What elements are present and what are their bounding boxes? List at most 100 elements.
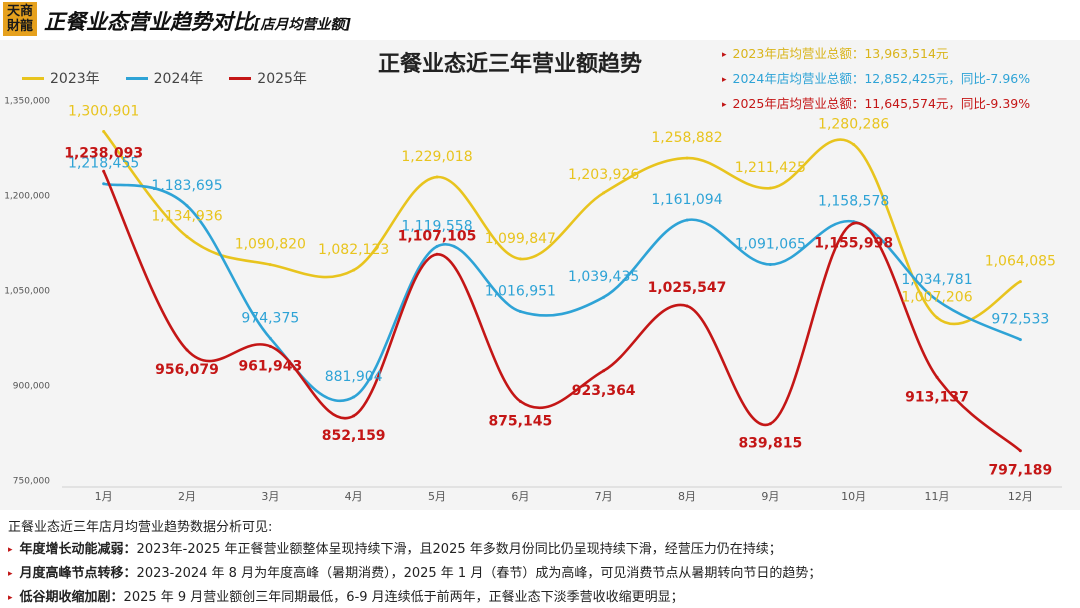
data-label-y2024: 972,533 <box>991 312 1049 328</box>
data-label-y2023: 1,064,085 <box>985 254 1056 270</box>
analysis-point-2: ▸ 月度高峰节点转移：2023-2024 年 8 月为年度高峰（暑期消费），202… <box>8 562 821 581</box>
x-tick-label: 1月 <box>95 490 113 503</box>
data-label-y2023: 1,082,123 <box>318 242 389 258</box>
data-label-y2023: 1,300,901 <box>68 103 139 119</box>
x-tick-label: 4月 <box>345 490 363 503</box>
legend-label-2024: 2024年 <box>153 71 204 87</box>
data-point-y2025 <box>352 414 356 418</box>
y-tick-label: 1,350,000 <box>4 96 50 106</box>
analysis-point-1-head: 年度增长动能减弱： <box>19 542 137 557</box>
analysis-point-3: ▸ 低谷期收缩加剧：2025 年 9 月营业额创三年同期最低，6-9 月连续低于前… <box>8 586 684 605</box>
data-point-y2023 <box>518 257 522 261</box>
data-label-y2025: 839,815 <box>738 436 802 452</box>
data-point-y2024 <box>435 244 439 248</box>
data-label-y2025: 1,107,105 <box>398 228 477 244</box>
data-point-y2024 <box>518 309 522 313</box>
summary-text-2024: 2024年店均营业总额：12,852,425元，同比-7.96% <box>732 71 1031 86</box>
data-point-y2025 <box>852 221 856 225</box>
data-point-y2025 <box>935 375 939 379</box>
data-label-y2024: 1,034,781 <box>901 272 972 288</box>
x-tick-label: 3月 <box>261 490 279 503</box>
legend-item-2023: 2023年 <box>22 68 100 88</box>
data-label-y2025: 913,137 <box>905 389 969 405</box>
legend-label-2025: 2025年 <box>257 71 307 87</box>
summary-2024: ▸ 2024年店均营业总额：12,852,425元，同比-7.96% <box>722 67 1077 92</box>
bullet-arrow-icon: ▸ <box>8 545 13 555</box>
x-tick-label: 9月 <box>761 490 779 503</box>
line-chart: 750,000 900,000 1,050,000 1,200,000 1,350,00… <box>4 96 1062 503</box>
data-label-y2025: 1,025,547 <box>648 280 727 296</box>
data-label-y2025: 797,189 <box>988 463 1052 479</box>
data-label-y2024: 1,016,951 <box>485 283 556 299</box>
data-point-y2023 <box>185 235 189 239</box>
data-label-y2023: 1,211,425 <box>735 160 806 176</box>
data-label-y2023: 1,258,882 <box>651 130 722 146</box>
page-title: 正餐业态营业趋势对比[店月均营业额] <box>44 6 351 36</box>
data-label-y2023: 1,134,936 <box>151 209 222 225</box>
x-tick-label: 7月 <box>595 490 613 503</box>
analysis-point-2-body: 2023-2024 年 8 月为年度高峰（暑期消费），2025 年 1 月（春节… <box>136 566 822 581</box>
logo-line-2: 財龍 <box>6 19 33 34</box>
data-point-y2023 <box>685 156 689 160</box>
data-label-y2023: 1,099,847 <box>485 231 556 247</box>
chart-title: 正餐业态近三年营业额趋势 <box>377 52 642 77</box>
page-title-subtitle: [店月均营业额] <box>254 17 351 33</box>
summary-arrow-icon: ▸ <box>722 100 727 110</box>
x-tick-label: 10月 <box>841 490 866 503</box>
data-label-y2024: 1,218,455 <box>68 156 139 172</box>
data-point-y2024 <box>268 336 272 340</box>
legend-swatch-2023 <box>22 76 44 80</box>
y-tick-label: 1,050,000 <box>4 287 50 297</box>
data-point-y2023 <box>435 175 439 179</box>
chart-legend: 2023年 2024年 2025年 <box>22 68 307 88</box>
data-point-y2023 <box>768 186 772 190</box>
x-tick-label: 5月 <box>428 490 446 503</box>
data-label-y2024: 881,904 <box>325 369 383 385</box>
summary-text-2023: 2023年店均营业总额：13,963,514元 <box>732 46 949 61</box>
data-label-y2025: 956,079 <box>155 362 219 378</box>
data-point-y2025 <box>185 348 189 352</box>
summary-text-2025: 2025年店均营业总额：11,645,574元，同比-9.39% <box>732 96 1031 111</box>
data-label-y2023: 1,090,820 <box>235 237 306 253</box>
data-point-y2024 <box>1018 338 1022 342</box>
data-label-y2023: 1,229,018 <box>401 149 472 165</box>
x-tick-label: 12月 <box>1008 490 1033 503</box>
summary-arrow-icon: ▸ <box>722 75 727 85</box>
legend-swatch-2024 <box>125 76 148 80</box>
bullet-arrow-icon: ▸ <box>8 593 13 603</box>
bullet-arrow-icon: ▸ <box>8 569 13 579</box>
data-point-y2024 <box>935 298 939 302</box>
data-label-y2025: 1,238,093 <box>64 145 143 161</box>
data-point-y2024 <box>685 218 689 222</box>
data-label-y2023: 1,203,926 <box>568 167 639 183</box>
data-label-y2024: 1,161,094 <box>651 192 722 208</box>
data-label-y2023: 1,280,286 <box>818 117 889 133</box>
data-point-y2023 <box>852 143 856 147</box>
data-label-y2024: 1,158,578 <box>818 194 889 210</box>
x-tick-label: 11月 <box>925 490 950 503</box>
analysis-point-1: ▸ 年度增长动能减弱：2023年-2025 年正餐营业额整体呈现持续下滑，且202… <box>8 538 782 557</box>
data-label-y2025: 1,155,998 <box>814 235 893 251</box>
data-point-y2023 <box>268 263 272 267</box>
data-label-y2025: 852,159 <box>322 428 386 444</box>
data-point-y2025 <box>1018 449 1022 453</box>
analysis-point-3-body: 2025 年 9 月营业额创三年同期最低，6-9 月连续低于前两年，正餐业态下淡… <box>123 590 684 605</box>
y-tick-label: 750,000 <box>13 477 50 487</box>
summary-arrow-icon: ▸ <box>722 50 727 60</box>
y-tick-label: 1,200,000 <box>4 191 50 201</box>
data-point-y2025 <box>435 252 439 256</box>
data-point-y2024 <box>602 295 606 299</box>
analysis-panel: 正餐业态近三年店月均营业趋势数据分析可见: ▸ 年度增长动能减弱：2023年-20… <box>0 510 1080 608</box>
legend-item-2025: 2025年 <box>229 68 307 88</box>
legend-label-2023: 2023年 <box>50 71 100 87</box>
data-point-y2025 <box>602 369 606 373</box>
data-point-y2023 <box>935 316 939 320</box>
data-point-y2023 <box>1018 280 1022 284</box>
data-point-y2023 <box>602 191 606 195</box>
header-bar: 天商 財龍 正餐业态营业趋势对比[店月均营业额] <box>0 0 1080 40</box>
analysis-intro: 正餐业态近三年店月均营业趋势数据分析可见: <box>8 520 273 535</box>
data-point-y2023 <box>102 129 106 133</box>
analysis-point-2-head: 月度高峰节点转移： <box>19 566 137 581</box>
legend-swatch-2025 <box>229 76 252 80</box>
data-label-y2024: 974,375 <box>241 310 299 326</box>
